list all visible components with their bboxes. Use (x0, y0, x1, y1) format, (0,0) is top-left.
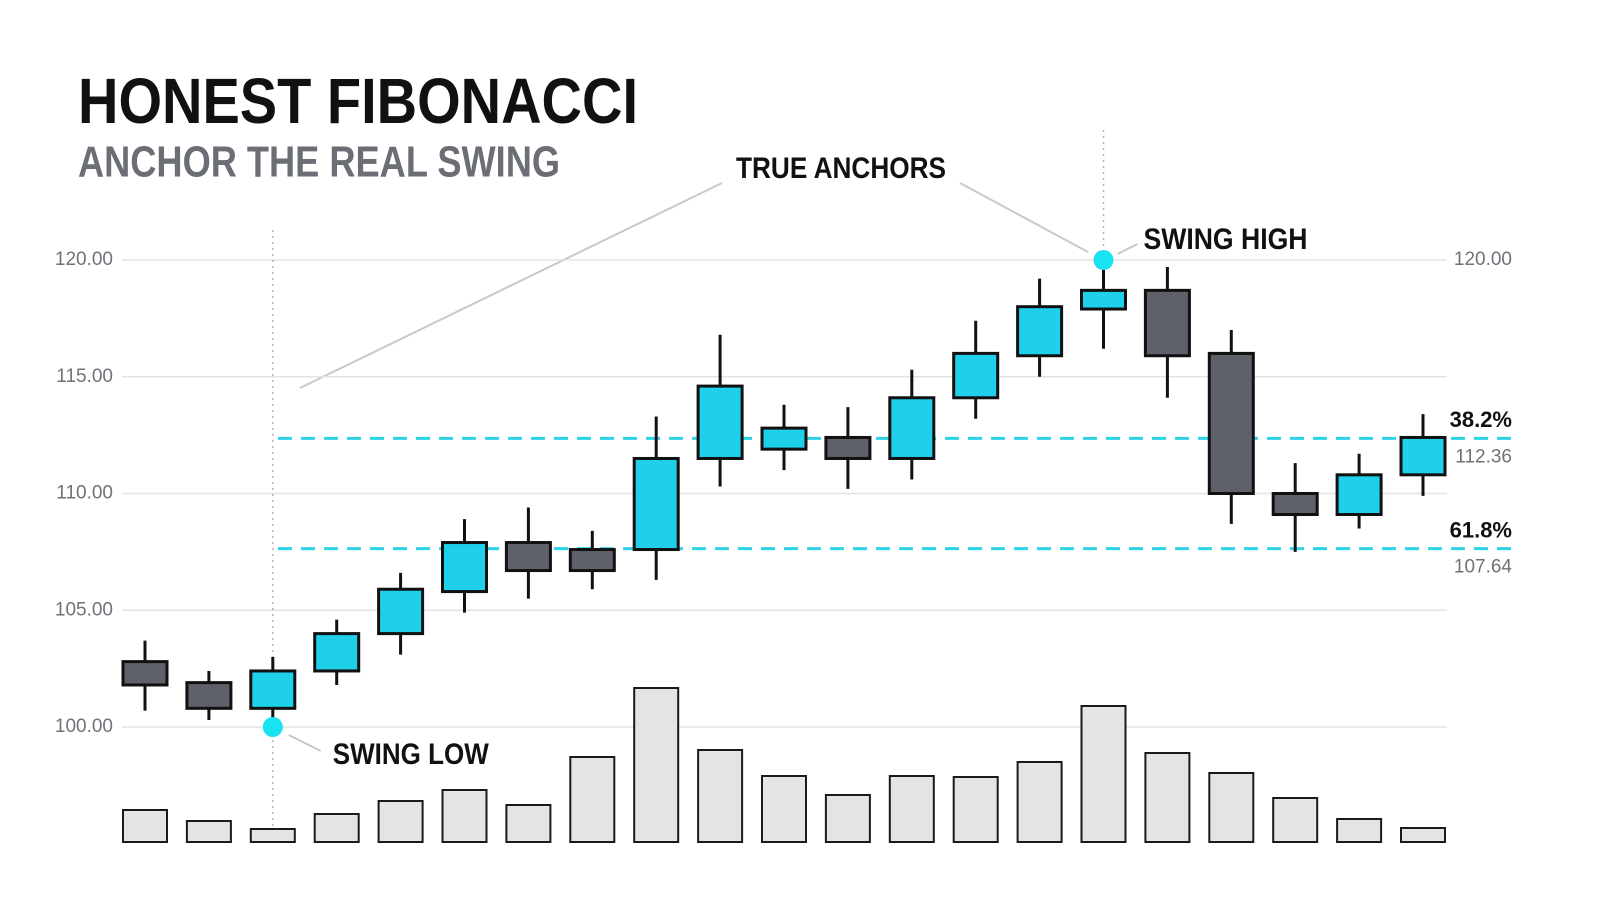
volume-bar (1080, 705, 1127, 843)
volume-bar (185, 820, 232, 843)
volume-bar (761, 775, 807, 843)
annotation: SWING HIGH (1144, 223, 1308, 256)
y-tick-label: 115.00 (56, 366, 113, 387)
candle-body (185, 681, 233, 710)
volume-bar (569, 756, 616, 843)
volume-bar (441, 789, 488, 843)
candle-body (632, 456, 680, 552)
candle-body (377, 587, 425, 636)
candle-body (760, 426, 808, 451)
volume-bar (1208, 772, 1255, 843)
leader-line (959, 182, 1089, 253)
volume-bar (377, 800, 424, 843)
candle-body (1399, 435, 1447, 477)
volume-bar (1144, 752, 1191, 843)
volume-bar (888, 775, 935, 843)
swing-low-marker (262, 717, 283, 737)
candle-body (313, 632, 361, 673)
candle-body (1080, 288, 1127, 311)
volume-bar (249, 828, 296, 843)
candle-body (1335, 473, 1383, 517)
volume-bar (1400, 827, 1446, 843)
candle-body (1207, 351, 1255, 495)
candle-body (952, 351, 1000, 400)
annotation: TRUE ANCHORS (736, 152, 946, 185)
candle-body (696, 384, 744, 460)
candle-body (1271, 492, 1319, 517)
candle-body (441, 541, 488, 594)
fib-label: 61.8% (1450, 517, 1512, 542)
annotation: SWING LOW (333, 738, 490, 771)
candle-body (1143, 288, 1191, 358)
fib-value: 112.36 (1455, 446, 1512, 467)
volume-bar (633, 687, 680, 843)
y-tick-label-right: 120.00 (1454, 249, 1512, 270)
candle-body (888, 396, 936, 460)
candle-body (249, 669, 297, 710)
chart-title: HONEST FIBONACCI (78, 65, 638, 137)
fib-label: 38.2% (1450, 407, 1512, 432)
chart-subtitle: ANCHOR THE REAL SWING (78, 138, 560, 187)
volume-bar (697, 749, 744, 843)
candle-body (1016, 305, 1064, 358)
volume-bar (952, 776, 999, 843)
fib-value: 107.64 (1454, 557, 1513, 578)
leader-line (299, 182, 723, 389)
leader-line (1117, 243, 1138, 255)
volume-bar (1016, 761, 1063, 843)
volume-bar (313, 813, 360, 843)
candle-body (504, 541, 552, 573)
volume-bar (505, 804, 552, 843)
candle-body (568, 548, 616, 573)
y-tick-label: 110.00 (56, 483, 113, 504)
volume-bar (1336, 818, 1383, 843)
candle-body (824, 435, 872, 460)
candle-body (121, 660, 169, 687)
swing-high-marker (1093, 250, 1114, 270)
volume-bar (824, 794, 871, 843)
leader-line (288, 734, 322, 752)
volume-bar (1272, 797, 1319, 843)
y-tick-label: 120.00 (55, 249, 113, 270)
y-tick-label: 105.00 (55, 599, 113, 620)
volume-bar (122, 809, 168, 843)
y-tick-label: 100.00 (55, 716, 113, 737)
